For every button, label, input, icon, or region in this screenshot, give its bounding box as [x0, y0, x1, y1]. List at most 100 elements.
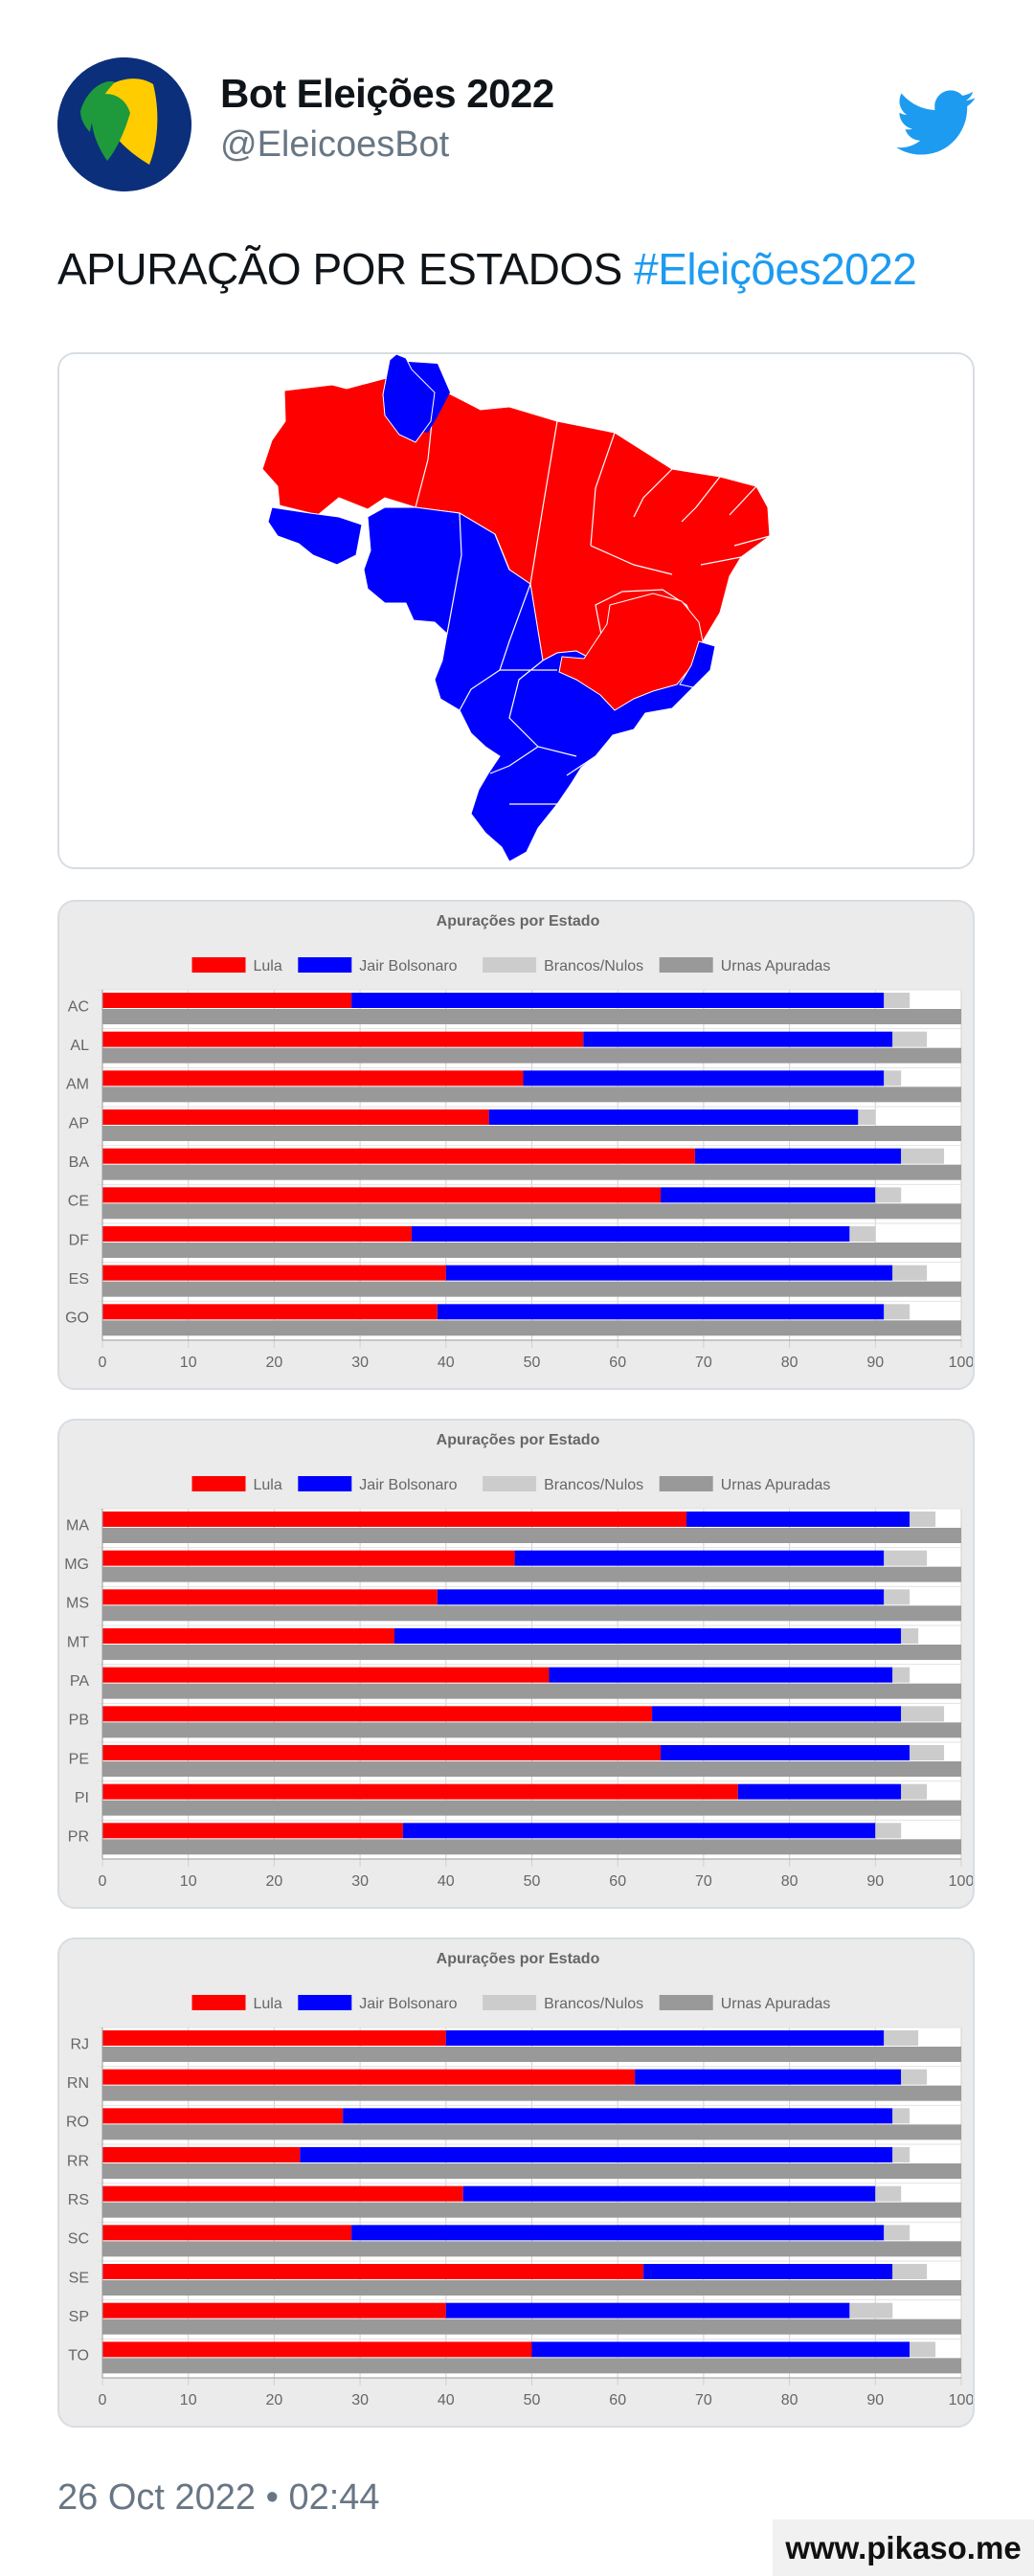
bar-urnas-apuradas[interactable]: [102, 1009, 961, 1024]
bar-brancos-nulos[interactable]: [849, 2302, 893, 2318]
bar-bolsonaro[interactable]: [694, 1148, 902, 1164]
bar-brancos-nulos[interactable]: [901, 1628, 919, 1644]
bar-lula[interactable]: [102, 1031, 584, 1047]
tweet-date[interactable]: 26 Oct 2022 • 02:44: [57, 2477, 380, 2518]
bar-lula[interactable]: [102, 1148, 695, 1164]
bar-brancos-nulos[interactable]: [901, 1706, 945, 1722]
bar-brancos-nulos[interactable]: [884, 1070, 902, 1086]
brazil-map-image[interactable]: [57, 352, 975, 869]
bar-urnas-apuradas[interactable]: [102, 1645, 961, 1660]
bar-bolsonaro[interactable]: [300, 2147, 893, 2162]
bar-urnas-apuradas[interactable]: [102, 1528, 961, 1543]
bar-urnas-apuradas[interactable]: [102, 2124, 961, 2140]
bar-lula[interactable]: [102, 2264, 644, 2279]
bar-bolsonaro[interactable]: [531, 2341, 910, 2358]
bar-lula[interactable]: [102, 1304, 438, 1320]
bar-brancos-nulos[interactable]: [875, 2185, 902, 2202]
bar-lula[interactable]: [102, 1187, 662, 1203]
twitter-bird-icon[interactable]: [896, 90, 977, 157]
bar-bolsonaro[interactable]: [652, 1706, 902, 1722]
bar-lula[interactable]: [102, 1512, 686, 1527]
bar-bolsonaro[interactable]: [445, 1265, 893, 1281]
bar-lula[interactable]: [102, 993, 352, 1008]
bar-urnas-apuradas[interactable]: [102, 2047, 961, 2062]
bar-lula[interactable]: [102, 1745, 662, 1760]
legend-item-2[interactable]: Brancos/Nulos: [483, 1476, 643, 1493]
legend-item-0[interactable]: Lula: [191, 1476, 282, 1493]
bar-bolsonaro[interactable]: [402, 1823, 876, 1839]
bar-lula[interactable]: [102, 1706, 653, 1722]
bar-lula[interactable]: [102, 2030, 446, 2046]
bar-urnas-apuradas[interactable]: [102, 1243, 961, 1258]
bar-urnas-apuradas[interactable]: [102, 1164, 961, 1180]
bar-bolsonaro[interactable]: [643, 2264, 893, 2279]
bar-brancos-nulos[interactable]: [884, 1589, 910, 1605]
bar-urnas-apuradas[interactable]: [102, 1086, 961, 1103]
bar-brancos-nulos[interactable]: [892, 2147, 910, 2162]
bar-urnas-apuradas[interactable]: [102, 1281, 961, 1297]
bar-urnas-apuradas[interactable]: [102, 1047, 961, 1064]
bar-brancos-nulos[interactable]: [875, 1823, 902, 1839]
bar-bolsonaro[interactable]: [514, 1550, 885, 1566]
bar-bolsonaro[interactable]: [462, 2185, 876, 2202]
legend-item-2[interactable]: Brancos/Nulos: [483, 1995, 643, 2012]
bar-lula[interactable]: [102, 1628, 394, 1644]
bar-urnas-apuradas[interactable]: [102, 1320, 961, 1336]
bar-brancos-nulos[interactable]: [892, 1265, 928, 1281]
legend-item-3[interactable]: Urnas Apuradas: [659, 1995, 831, 2012]
bar-lula[interactable]: [102, 1783, 738, 1800]
bar-lula[interactable]: [102, 2341, 532, 2358]
legend-item-0[interactable]: Lula: [191, 1995, 282, 2012]
bar-bolsonaro[interactable]: [686, 1512, 910, 1527]
bar-urnas-apuradas[interactable]: [102, 2163, 961, 2179]
bar-bolsonaro[interactable]: [445, 2030, 885, 2046]
bar-bolsonaro[interactable]: [437, 1589, 885, 1605]
bar-bolsonaro[interactable]: [411, 1226, 850, 1242]
bar-brancos-nulos[interactable]: [884, 2030, 919, 2046]
bar-bolsonaro[interactable]: [343, 2108, 893, 2124]
bar-brancos-nulos[interactable]: [884, 1550, 928, 1566]
bar-lula[interactable]: [102, 2147, 301, 2162]
bar-brancos-nulos[interactable]: [910, 1745, 945, 1760]
bar-urnas-apuradas[interactable]: [102, 1800, 961, 1816]
bar-bolsonaro[interactable]: [635, 2069, 902, 2085]
bar-lula[interactable]: [102, 2185, 463, 2202]
bar-lula[interactable]: [102, 2302, 446, 2318]
legend-item-1[interactable]: Jair Bolsonaro: [298, 1476, 458, 1493]
legend-item-3[interactable]: Urnas Apuradas: [659, 957, 831, 974]
bar-brancos-nulos[interactable]: [892, 2264, 928, 2279]
bar-brancos-nulos[interactable]: [875, 1187, 902, 1203]
bar-brancos-nulos[interactable]: [884, 993, 910, 1008]
bar-lula[interactable]: [102, 1265, 446, 1281]
bar-urnas-apuradas[interactable]: [102, 2085, 961, 2101]
legend-item-1[interactable]: Jair Bolsonaro: [298, 1995, 458, 2012]
bar-bolsonaro[interactable]: [661, 1187, 876, 1203]
bar-urnas-apuradas[interactable]: [102, 1839, 961, 1855]
bar-lula[interactable]: [102, 1226, 412, 1242]
profile-avatar[interactable]: [57, 57, 191, 191]
bar-urnas-apuradas[interactable]: [102, 2241, 961, 2257]
bar-brancos-nulos[interactable]: [892, 1031, 928, 1047]
legend-item-0[interactable]: Lula: [191, 957, 282, 974]
profile-name[interactable]: Bot Eleições 2022: [220, 71, 554, 116]
bar-lula[interactable]: [102, 1823, 403, 1839]
bar-brancos-nulos[interactable]: [901, 2069, 928, 2085]
bar-lula[interactable]: [102, 1667, 550, 1683]
bar-brancos-nulos[interactable]: [849, 1226, 876, 1242]
bar-brancos-nulos[interactable]: [884, 2225, 910, 2241]
hashtag-link[interactable]: #Eleições2022: [634, 244, 917, 294]
bar-brancos-nulos[interactable]: [901, 1783, 928, 1800]
bar-brancos-nulos[interactable]: [858, 1109, 876, 1125]
bar-urnas-apuradas[interactable]: [102, 1126, 961, 1141]
bar-lula[interactable]: [102, 1070, 524, 1086]
bar-bolsonaro[interactable]: [351, 993, 885, 1008]
legend-item-3[interactable]: Urnas Apuradas: [659, 1476, 831, 1493]
chart-card-3[interactable]: Apurações por Estado Lula Jair Bolsonaro Br…: [57, 1938, 975, 2428]
bar-lula[interactable]: [102, 1109, 489, 1125]
legend-item-1[interactable]: Jair Bolsonaro: [298, 957, 458, 974]
bar-lula[interactable]: [102, 1589, 438, 1605]
bar-bolsonaro[interactable]: [661, 1745, 910, 1760]
bar-brancos-nulos[interactable]: [892, 1667, 910, 1683]
bar-lula[interactable]: [102, 2069, 636, 2085]
bar-urnas-apuradas[interactable]: [102, 1761, 961, 1777]
